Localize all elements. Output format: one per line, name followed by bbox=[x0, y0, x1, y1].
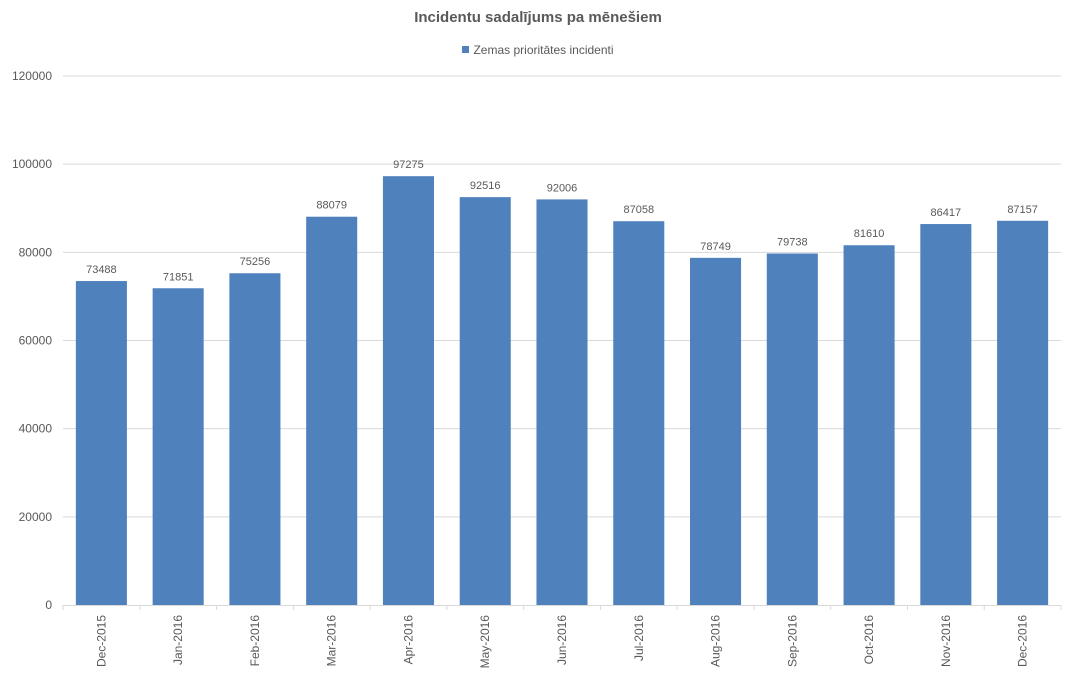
x-tick-label: May-2016 bbox=[478, 615, 492, 669]
x-tick-label: Sep-2016 bbox=[785, 615, 799, 667]
chart-title: Incidentu sadalījums pa mēnešiem bbox=[414, 9, 662, 26]
y-tick-label: 20000 bbox=[19, 510, 53, 524]
bar bbox=[459, 197, 511, 605]
bar bbox=[843, 245, 895, 606]
x-tick-label: Oct-2016 bbox=[862, 615, 876, 665]
bar bbox=[920, 224, 972, 606]
legend-swatch bbox=[462, 46, 470, 53]
data-label: 87058 bbox=[623, 204, 654, 216]
data-label: 71851 bbox=[163, 271, 194, 283]
x-tick-label: Dec-2016 bbox=[1016, 615, 1030, 667]
x-tick-label: Aug-2016 bbox=[709, 615, 723, 667]
data-label: 86417 bbox=[931, 207, 962, 219]
bar bbox=[690, 257, 742, 605]
x-tick-label: Nov-2016 bbox=[939, 615, 953, 667]
data-label: 78749 bbox=[700, 241, 731, 253]
legend: Zemas prioritātes incidenti bbox=[0, 43, 1076, 57]
bar bbox=[75, 281, 127, 605]
x-tick-label: Jun-2016 bbox=[555, 615, 569, 665]
bar bbox=[766, 253, 818, 605]
x-tick-label: Dec-2015 bbox=[94, 615, 108, 667]
y-axis-tick-labels: 0 20000 40000 60000 80000 100000 120000 bbox=[12, 69, 52, 612]
y-tick-label: 0 bbox=[45, 598, 52, 612]
x-tick-label: Mar-2016 bbox=[325, 615, 339, 667]
legend-label: Zemas prioritātes incidenti bbox=[473, 43, 614, 57]
data-label: 92516 bbox=[470, 180, 501, 192]
data-labels: 73488 71851 75256 88079 97275 92516 92006 87058… bbox=[86, 159, 1038, 283]
data-label: 79738 bbox=[777, 236, 808, 248]
x-tick-label: Jan-2016 bbox=[171, 615, 185, 665]
data-label: 92006 bbox=[547, 182, 578, 194]
bar bbox=[997, 220, 1049, 605]
x-axis-tick-labels: Dec-2015 Jan-2016 Feb-2016 Mar-2016 Apr-2016… bbox=[62, 605, 1062, 669]
y-tick-label: 100000 bbox=[12, 157, 52, 171]
data-label: 81610 bbox=[854, 228, 885, 240]
x-tick-label: Feb-2016 bbox=[248, 615, 262, 667]
data-label: 73488 bbox=[86, 264, 117, 276]
y-tick-label: 80000 bbox=[19, 245, 53, 259]
data-label: 97275 bbox=[393, 159, 424, 171]
bar bbox=[536, 199, 588, 605]
bar bbox=[613, 221, 665, 606]
y-tick-label: 120000 bbox=[12, 69, 52, 83]
bars bbox=[75, 176, 1049, 606]
bar bbox=[229, 273, 281, 605]
x-tick-label: Jul-2016 bbox=[632, 615, 646, 661]
bar bbox=[152, 288, 204, 605]
bar bbox=[306, 216, 358, 605]
y-tick-label: 60000 bbox=[19, 334, 53, 348]
data-label: 88079 bbox=[316, 200, 347, 212]
data-label: 75256 bbox=[240, 256, 271, 268]
x-tick-label: Apr-2016 bbox=[401, 615, 415, 665]
bar bbox=[382, 176, 434, 605]
y-tick-label: 40000 bbox=[19, 422, 53, 436]
data-label: 87157 bbox=[1007, 204, 1038, 216]
